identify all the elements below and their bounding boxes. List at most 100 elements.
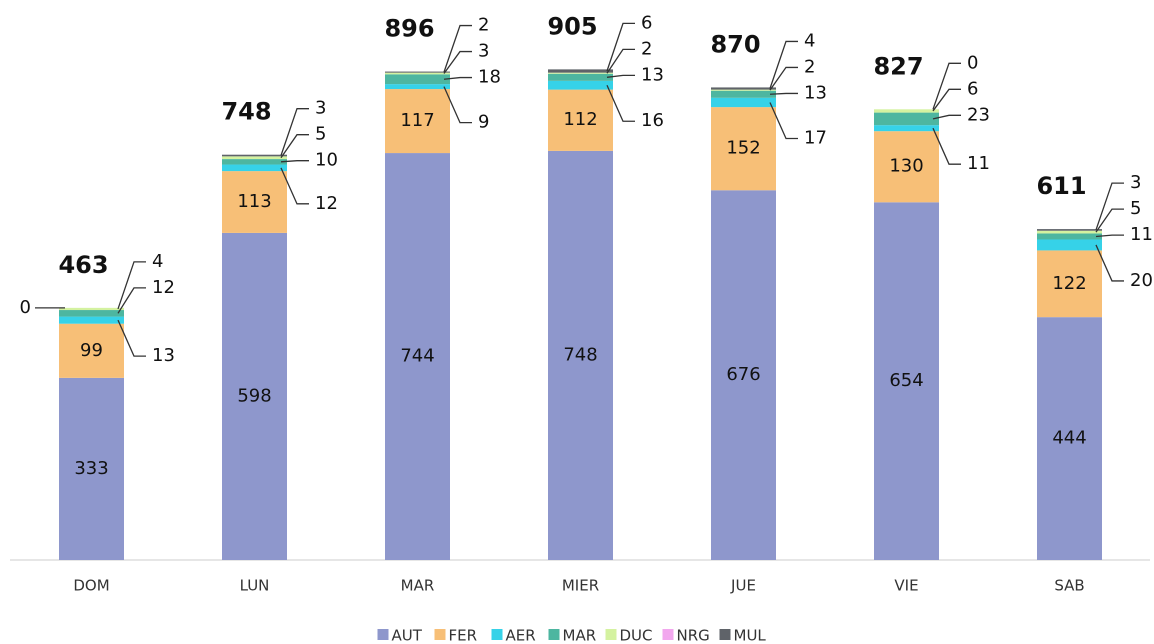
value-label: 0 (20, 297, 31, 318)
bar-segment (59, 310, 124, 317)
bar-segment (711, 90, 776, 98)
legend-swatch (491, 629, 503, 640)
bar-segment (59, 316, 124, 324)
bar-segment (1037, 233, 1102, 240)
leader-line (606, 84, 635, 122)
bar-segment (222, 156, 287, 160)
leader-line (606, 48, 635, 74)
bar-segment (874, 112, 939, 126)
bar-segment (222, 164, 287, 172)
total-label: 748 (221, 98, 271, 126)
leader-line (443, 86, 472, 124)
x-tick-label: VIE (894, 577, 918, 595)
value-label: 122 (1052, 273, 1086, 294)
legend-swatch (434, 629, 446, 640)
leader-line (280, 134, 309, 159)
value-label: 13 (641, 64, 664, 85)
value-label: 152 (726, 138, 760, 159)
value-label: 12 (152, 277, 175, 298)
bar-segment (548, 89, 613, 151)
value-label: 3 (315, 98, 326, 119)
value-label: 113 (237, 191, 271, 212)
leader-line (1095, 234, 1124, 238)
bar-segment (711, 87, 776, 90)
value-label: 3 (478, 41, 489, 62)
leader-line (1095, 182, 1124, 231)
value-label: 6 (967, 78, 978, 99)
value-label: 16 (641, 110, 664, 131)
value-label: 333 (74, 458, 108, 479)
value-label: 5 (1130, 198, 1141, 219)
leader-line (932, 127, 961, 165)
value-label: 13 (804, 82, 827, 103)
bar-segment (59, 323, 124, 378)
value-label: 744 (400, 346, 434, 367)
value-label: 23 (967, 104, 990, 125)
leader-line (606, 22, 635, 72)
value-label: 17 (804, 127, 827, 148)
value-label: 4 (804, 30, 815, 51)
bar-segment (1037, 239, 1102, 251)
bar-segment (548, 150, 613, 560)
bar-segment (548, 72, 613, 74)
total-label: 905 (547, 12, 597, 40)
value-label: 748 (563, 344, 597, 365)
value-label: 99 (80, 340, 103, 361)
legend-label: MUL (734, 627, 767, 644)
leader-line (769, 102, 798, 140)
x-tick-label: MIER (562, 577, 599, 595)
leader-line (769, 66, 798, 91)
legend-label: AER (506, 627, 536, 644)
value-label: 598 (237, 385, 271, 406)
bar-segment (222, 171, 287, 233)
bar-segment (385, 71, 450, 73)
bar-segment (222, 232, 287, 561)
value-label: 9 (478, 112, 489, 133)
total-label: 870 (710, 30, 760, 58)
bar-segment (711, 107, 776, 191)
bar-segment (59, 377, 124, 560)
value-label: 10 (315, 150, 338, 171)
value-label: 4 (152, 251, 163, 272)
bar-segment (711, 89, 776, 91)
leader-line (1095, 208, 1124, 233)
value-label: 5 (315, 124, 326, 145)
value-label: 2 (478, 15, 489, 36)
bar-segment (1037, 317, 1102, 560)
value-label: 117 (400, 110, 434, 131)
bar-segment (1037, 230, 1102, 234)
value-label: 676 (726, 364, 760, 385)
leader-line (932, 62, 961, 110)
leader-line (606, 74, 635, 78)
total-label: 827 (873, 52, 923, 80)
x-tick-label: SAB (1054, 577, 1084, 595)
bar-segment (874, 109, 939, 113)
legend-swatch (605, 629, 617, 640)
bar-segment (548, 73, 613, 81)
total-label: 463 (58, 251, 108, 279)
value-label: 2 (641, 38, 652, 59)
x-tick-label: JUE (730, 577, 756, 595)
bar-segment (874, 131, 939, 203)
leader-line (117, 319, 146, 357)
value-label: 18 (478, 67, 501, 88)
leader-line (443, 76, 472, 80)
value-label: 0 (967, 52, 978, 73)
value-label: 11 (967, 153, 990, 174)
value-label: 444 (1052, 428, 1086, 449)
x-tick-label: MAR (401, 577, 435, 595)
bar-segment (874, 125, 939, 132)
value-label: 654 (889, 370, 923, 391)
legend-label: MAR (563, 627, 597, 644)
bar-segment (385, 84, 450, 90)
bar-segment (874, 202, 939, 560)
legend-swatch (377, 629, 389, 640)
legend-swatch (719, 629, 731, 640)
leader-line (280, 108, 309, 156)
legend-swatch (662, 629, 674, 640)
x-tick-label: DOM (73, 577, 109, 595)
legend-label: AUT (392, 627, 423, 644)
leader-line (280, 167, 309, 205)
